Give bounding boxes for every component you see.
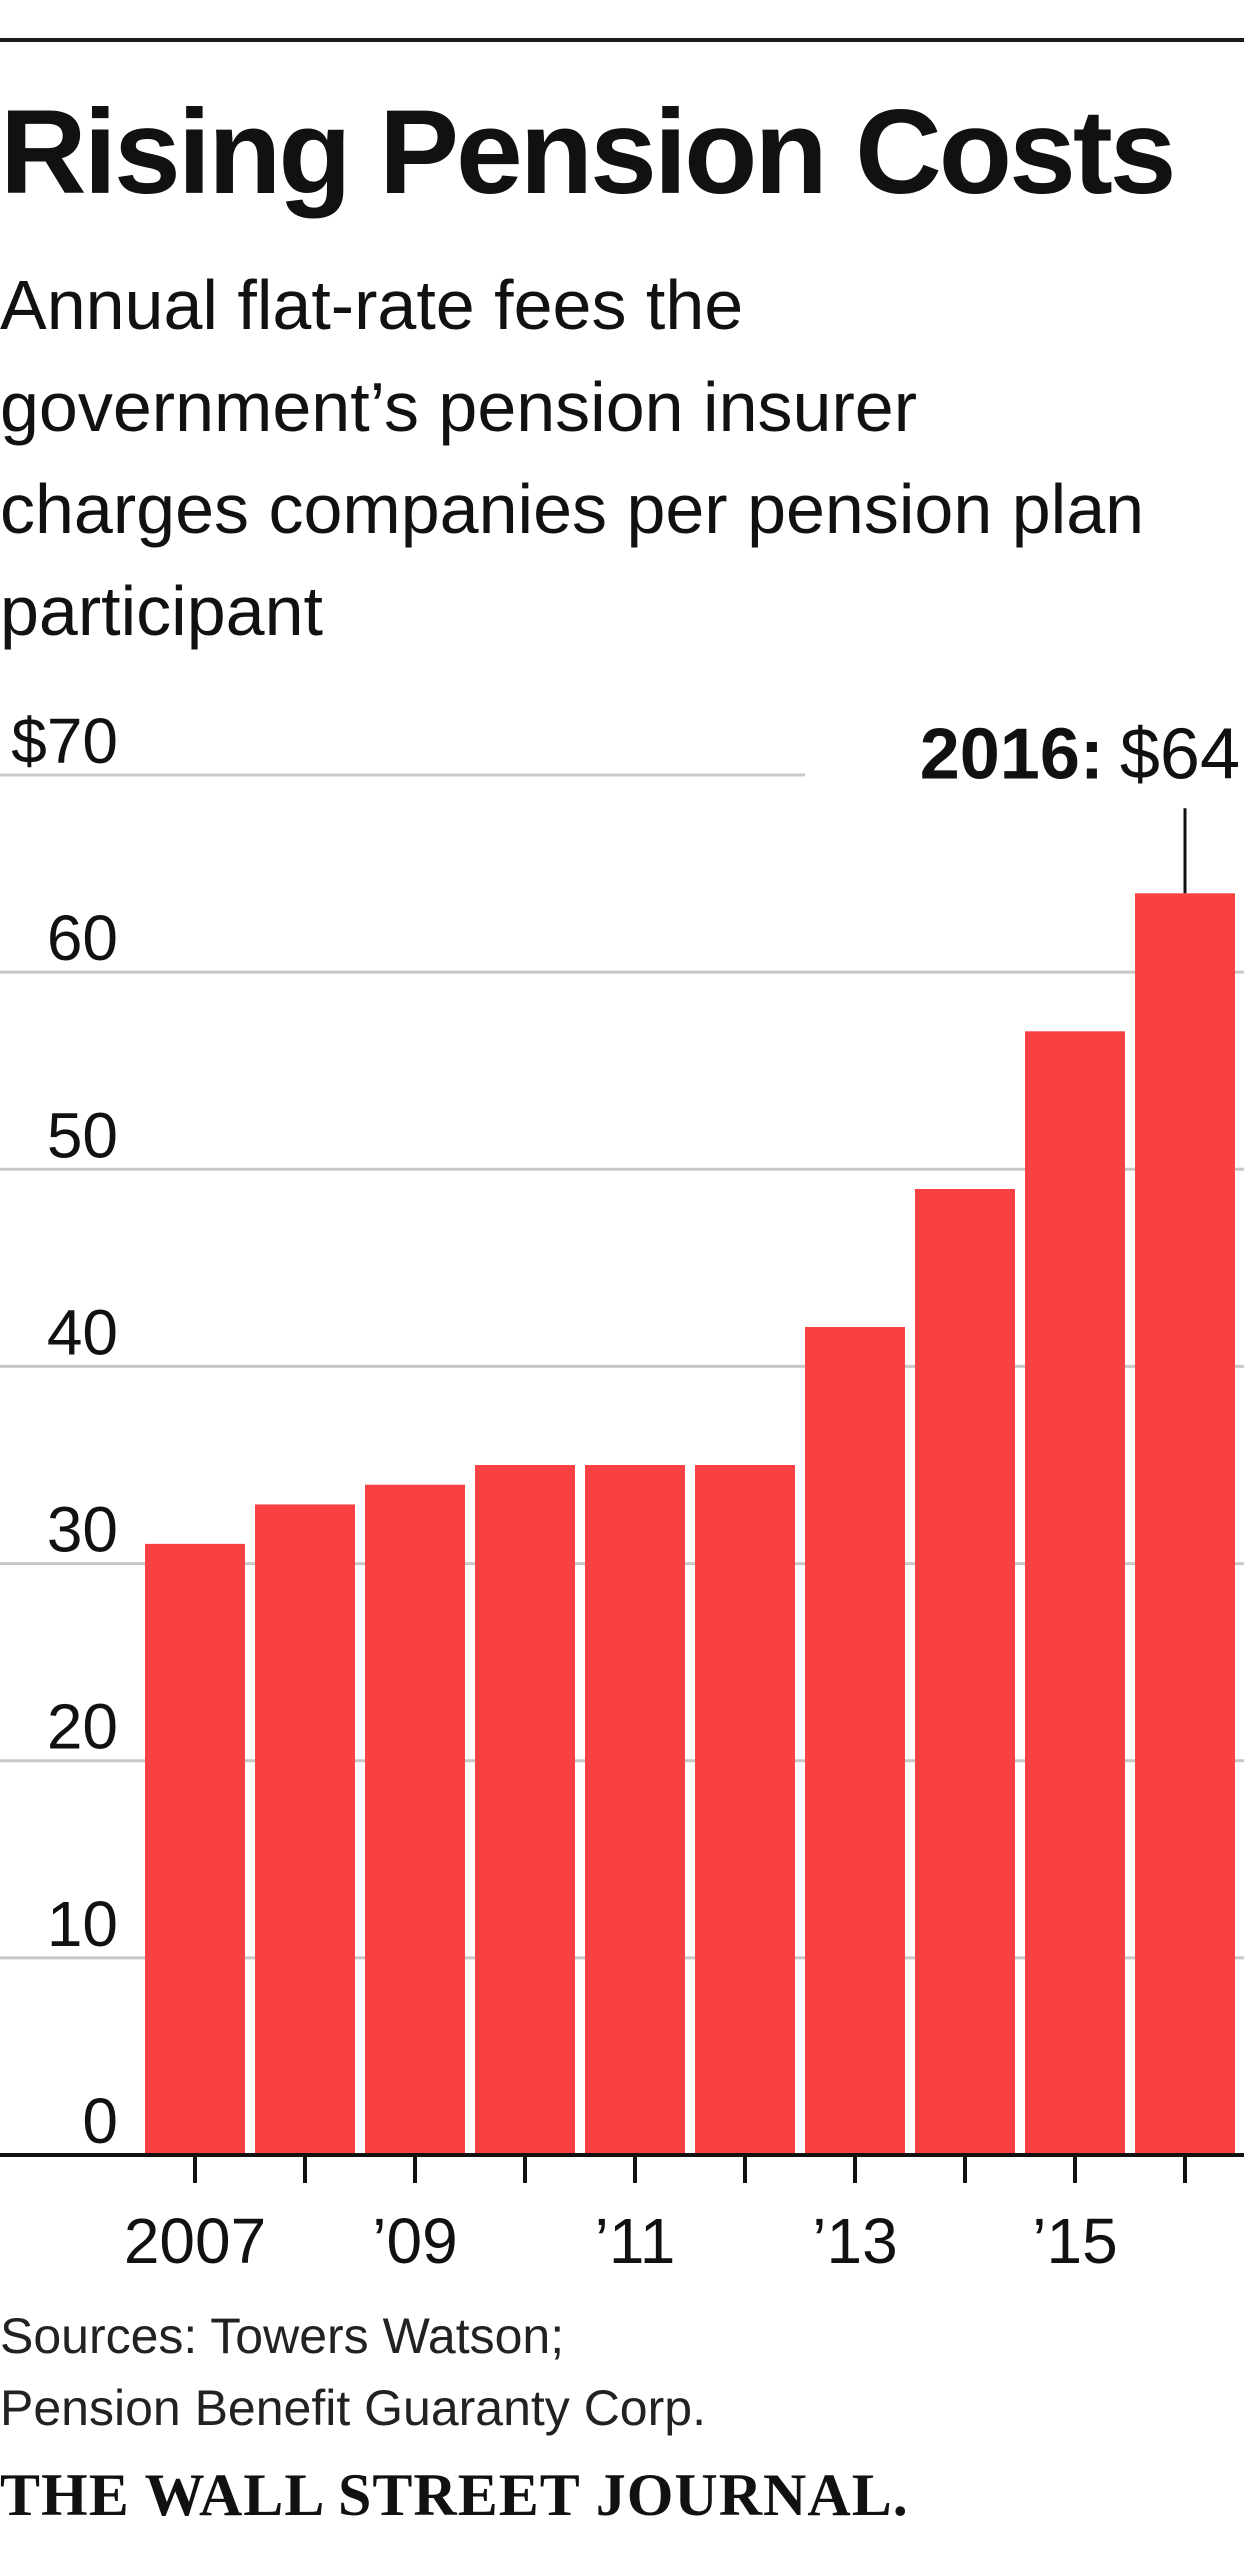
chart-subtitle: Annual flat-rate fees the government’s p… <box>0 266 1145 650</box>
bar-2014 <box>915 1189 1015 2155</box>
y-tick-label: 30 <box>47 1494 118 1566</box>
bar-2013 <box>805 1327 905 2155</box>
bar-2010 <box>475 1465 575 2155</box>
x-axis <box>0 2153 1244 2183</box>
bar-2009 <box>365 1484 465 2155</box>
bar-2008 <box>255 1504 355 2155</box>
callout-label: 2016: $64 <box>920 714 1240 794</box>
callout-year: 2016: <box>920 714 1104 794</box>
tick-labels: 0 10 20 30 40 50 60 $70 2007 ’09 ’11 ’13 ’15 <box>11 705 1117 2277</box>
x-tick-label: ’15 <box>1032 2205 1117 2277</box>
bars <box>145 893 1235 2156</box>
bar-2016 <box>1135 893 1235 2156</box>
y-tick-label: 0 <box>82 2085 118 2157</box>
bar-2012 <box>695 1465 795 2155</box>
bar-chart: 0 10 20 30 40 50 60 $70 2007 ’09 ’11 ’13 ’15 2016: $6… <box>0 705 1244 2277</box>
source-note: Sources: Towers Watson; Pension Benefit … <box>0 2300 706 2444</box>
y-tick-label: 50 <box>47 1099 118 1171</box>
x-tick-label: ’09 <box>372 2205 457 2277</box>
bar-2015 <box>1025 1031 1125 2155</box>
bar-2011 <box>585 1465 685 2155</box>
y-tick-label: 60 <box>47 902 118 974</box>
y-tick-label: 10 <box>47 1888 118 1960</box>
y-tick-label: 20 <box>47 1691 118 1763</box>
bar-2007 <box>145 1543 245 2155</box>
source-line-2: Pension Benefit Guaranty Corp. <box>0 2380 706 2436</box>
x-tick-label: ’11 <box>595 2205 676 2277</box>
publisher-logo: THE WALL STREET JOURNAL. <box>0 2462 909 2528</box>
x-tick-label: ’13 <box>812 2205 897 2277</box>
annotation: 2016: $64 <box>920 714 1240 894</box>
x-tick-label: 2007 <box>124 2205 266 2277</box>
source-line-1: Sources: Towers Watson; <box>0 2308 565 2364</box>
chart-title: Rising Pension Costs <box>0 85 1177 219</box>
callout-value: $64 <box>1120 714 1240 794</box>
y-tick-label: 40 <box>47 1296 118 1368</box>
y-tick-label: $70 <box>11 705 118 777</box>
top-rule <box>0 38 1244 42</box>
